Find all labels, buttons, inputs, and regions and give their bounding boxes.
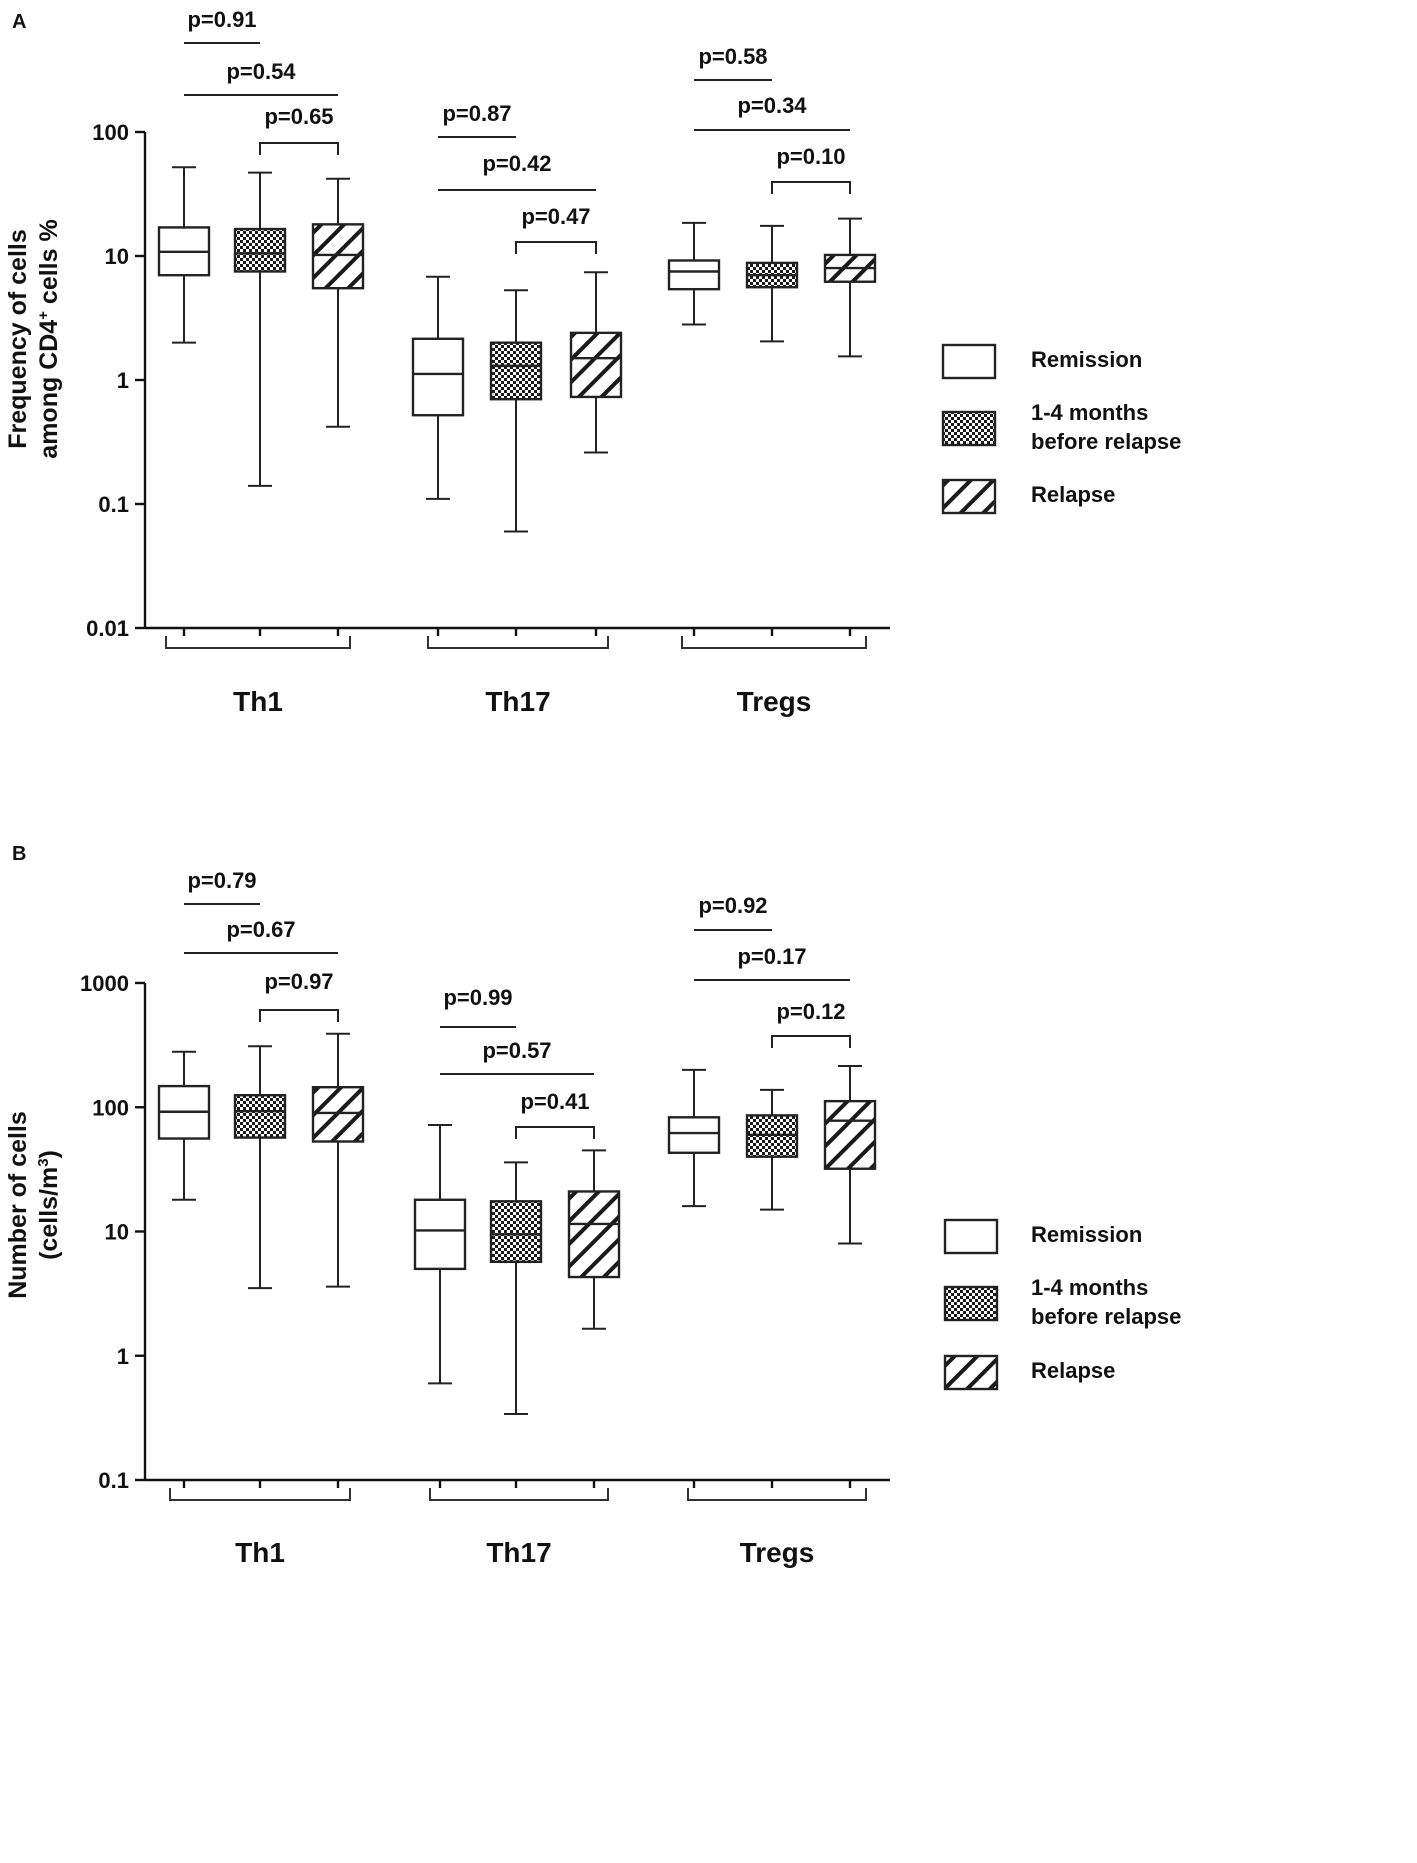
group-bracket <box>165 636 351 649</box>
p-value-bracket <box>259 142 339 155</box>
y-tick-label: 10 <box>105 1220 129 1245</box>
p-value-label: p=0.41 <box>520 1089 589 1114</box>
p-value-label: p=0.10 <box>776 144 845 169</box>
y-tick-label: 1 <box>117 1344 129 1369</box>
y-tick-label: 1000 <box>80 971 129 996</box>
p-value-label: p=0.34 <box>737 93 807 118</box>
p-value-label: p=0.79 <box>187 868 256 893</box>
p-value-label: p=0.17 <box>737 944 806 969</box>
legend-swatch-checker <box>941 410 997 447</box>
box-tregs-0 <box>667 1116 721 1154</box>
y-axis-title-text: (cells/m <box>35 1167 63 1260</box>
group-bracket <box>429 1488 609 1501</box>
box-th17-1 <box>489 1200 543 1264</box>
y-axis-title-line1: Frequency of cells <box>4 229 32 449</box>
group-label-tregs: Tregs <box>737 686 812 717</box>
p-value-bracket <box>515 1126 595 1139</box>
y-axis-title-line1: Number of cells <box>4 1111 32 1299</box>
box-tregs-2 <box>823 1099 877 1170</box>
p-value-label: p=0.99 <box>443 985 512 1010</box>
group-bracket <box>169 1488 351 1501</box>
p-value-label: p=0.97 <box>264 969 333 994</box>
p-value-label: p=0.12 <box>776 999 845 1024</box>
group-label-th1: Th1 <box>235 1537 285 1568</box>
legend-swatch-plain <box>941 343 997 380</box>
box-tregs-1 <box>745 1114 799 1158</box>
box-th17-0 <box>411 337 465 417</box>
legend-swatch-hatch <box>943 1354 999 1391</box>
box-th17-2 <box>569 331 623 399</box>
legend-swatch-hatch <box>941 478 997 515</box>
group-label-th1: Th1 <box>233 686 283 717</box>
group-label-th17: Th17 <box>485 686 550 717</box>
panel-label: A <box>12 11 26 33</box>
legend-label: Relapse <box>1031 1358 1115 1383</box>
y-tick-label: 100 <box>92 120 129 145</box>
p-value-label: p=0.91 <box>187 7 256 32</box>
legend-label: Relapse <box>1031 482 1115 507</box>
group-bracket <box>681 636 867 649</box>
p-value-label: p=0.47 <box>521 204 590 229</box>
group-bracket <box>687 1488 867 1501</box>
legend-b: Remission 1-4 months before relapse Relapse <box>943 1218 1181 1391</box>
box-th17-0 <box>413 1198 467 1271</box>
p-value-label: p=0.57 <box>482 1038 551 1063</box>
box-tregs-0 <box>667 259 721 291</box>
box-th1-2 <box>311 1086 365 1143</box>
p-value-label: p=0.54 <box>226 59 296 84</box>
y-axis-title-line2: (cells/m3) <box>35 1150 63 1260</box>
y-axis-title-suffix: cells % <box>35 219 63 311</box>
y-axis-title-superscript: + <box>35 311 52 320</box>
legend-swatch-checker <box>943 1285 999 1322</box>
p-value-label: p=0.67 <box>226 917 295 942</box>
p-value-label: p=0.65 <box>264 104 333 129</box>
y-axis-title-text: among CD4 <box>35 320 63 459</box>
y-tick-label: 100 <box>92 1095 129 1120</box>
y-tick-label: 10 <box>105 244 129 269</box>
box-th1-2 <box>311 223 365 290</box>
p-value-label: p=0.87 <box>442 101 511 126</box>
legend-label: Remission <box>1031 1222 1142 1247</box>
legend-label: 1-4 months <box>1031 1275 1148 1300</box>
p-value-bracket <box>771 1035 851 1048</box>
panel-b: B Number of cells (cells/m3) 1000 100 10 1 0.1 p… <box>4 843 890 1568</box>
legend-label: Remission <box>1031 347 1142 372</box>
p-value-bracket <box>259 1009 339 1022</box>
box-th1-1 <box>233 227 287 273</box>
group-bracket <box>427 636 609 649</box>
y-tick-label: 0.01 <box>86 616 129 641</box>
y-axis-title-superscript: 3 <box>35 1158 52 1166</box>
y-tick-label: 1 <box>117 368 129 393</box>
p-value-bracket <box>771 181 851 194</box>
p-value-label: p=0.92 <box>698 893 767 918</box>
legend-a: Remission 1-4 months before relapse Relapse <box>941 343 1181 515</box>
y-tick-label: 0.1 <box>98 1468 129 1493</box>
p-value-label: p=0.58 <box>698 44 767 69</box>
y-axis-title-line2: among CD4+ cells % <box>35 219 63 458</box>
box-th1-1 <box>233 1094 287 1139</box>
y-axis-title-suffix: ) <box>35 1150 63 1158</box>
legend-swatch-plain <box>943 1218 999 1255</box>
legend-label: 1-4 months <box>1031 400 1148 425</box>
group-label-th17: Th17 <box>486 1537 551 1568</box>
group-label-tregs: Tregs <box>740 1537 815 1568</box>
box-th17-2 <box>567 1190 621 1279</box>
panel-label: B <box>12 843 26 865</box>
p-value-bracket <box>515 241 597 254</box>
p-value-label: p=0.42 <box>482 151 551 176</box>
y-tick-label: 0.1 <box>98 492 129 517</box>
box-th17-1 <box>489 341 543 401</box>
legend-label-line2: before relapse <box>1031 429 1181 454</box>
legend-label-line2: before relapse <box>1031 1304 1181 1329</box>
